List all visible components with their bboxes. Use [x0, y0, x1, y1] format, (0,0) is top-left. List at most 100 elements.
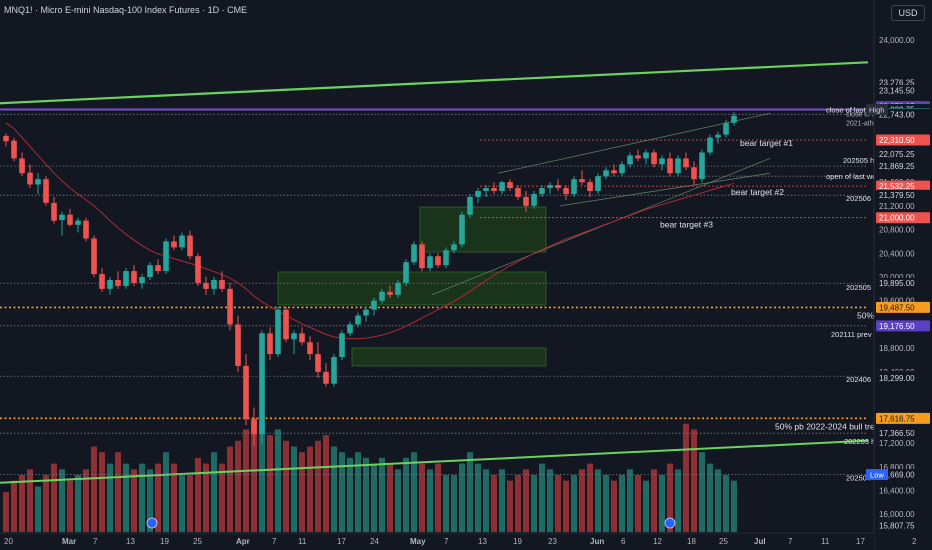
volume-bar: [99, 452, 105, 532]
volume-bar: [467, 452, 473, 532]
price-box-bg: [876, 427, 930, 439]
currency-button[interactable]: USD: [891, 5, 925, 21]
price-box: 22,075.25: [879, 150, 915, 159]
volume-bar: [363, 457, 369, 532]
price-box: 18,299.00: [879, 374, 915, 383]
price-box-bg: [876, 180, 930, 192]
volume-bar: [491, 475, 497, 532]
volume-bar: [699, 452, 705, 532]
volume-bar: [347, 457, 353, 532]
price-box: 21,869.25: [879, 162, 915, 171]
volume-bar: [691, 429, 697, 532]
volume-bar: [635, 475, 641, 532]
volume-bar: [723, 475, 729, 532]
candle-body: [427, 256, 433, 269]
price-box-bg: [876, 469, 930, 481]
volume-bar: [507, 480, 513, 532]
candle-body: [227, 288, 233, 325]
x-tick-label: 7: [788, 537, 793, 546]
candle-body: [115, 279, 121, 286]
candle-body: [491, 188, 497, 192]
x-tick-label: 23: [548, 537, 557, 546]
volume-bar: [19, 475, 25, 532]
volume-bar: [627, 469, 633, 532]
candle-body: [555, 185, 561, 189]
candle-body: [467, 196, 473, 215]
candle-body: [387, 291, 393, 295]
volume-bar: [459, 463, 465, 532]
volume-bar: [51, 463, 57, 532]
candle-body: [355, 315, 361, 325]
volume-bar: [331, 446, 337, 532]
volume-bar: [427, 469, 433, 532]
x-tick-label: 19: [513, 537, 522, 546]
volume-bar: [555, 475, 561, 532]
candle-body: [243, 365, 249, 420]
volume-bar: [499, 469, 505, 532]
volume-bar: [195, 457, 201, 532]
candle-body: [307, 342, 313, 355]
candle-body: [187, 235, 193, 257]
level-label: bear target #1: [740, 138, 793, 148]
price-box: 16,669.00: [879, 471, 915, 480]
volume-bar: [443, 475, 449, 532]
candle-body: [507, 182, 513, 189]
volume-bar: [619, 475, 625, 532]
moving-average-line: [5, 122, 735, 340]
price-box-bg: [876, 520, 930, 532]
volume-bar: [339, 452, 345, 532]
volume-bar: [43, 475, 49, 532]
upper-trend-line: [0, 61, 869, 105]
price-box: 23,145.50: [879, 86, 915, 95]
high-marker-bg: [866, 104, 888, 116]
low-marker-bg: [866, 469, 888, 481]
candle-body: [283, 309, 289, 340]
volume-bar: [67, 480, 73, 532]
price-box: 22,310.50: [879, 136, 915, 145]
candle-body: [539, 188, 545, 194]
volume-bar: [523, 469, 529, 532]
price-box: 21,379.50: [879, 191, 915, 200]
candle-body: [627, 155, 633, 165]
candle-body: [291, 333, 297, 340]
candle-body: [179, 235, 185, 248]
price-box-bg: [876, 372, 930, 384]
volume-bar: [659, 475, 665, 532]
volume-bar: [403, 457, 409, 532]
candle-body: [67, 214, 73, 225]
volume-bar: [683, 423, 689, 532]
candle-body: [531, 193, 537, 206]
candle-body: [547, 185, 553, 189]
volume-bar: [83, 469, 89, 532]
low-marker: Low: [870, 471, 884, 480]
x-tick-label: 18: [687, 537, 696, 546]
x-tick-label: 24: [370, 537, 379, 546]
price-box-bg: [876, 134, 930, 146]
price-box-bg: [876, 84, 930, 96]
volume-bar: [11, 480, 17, 532]
level-label: 202504 low: [846, 474, 885, 483]
volume-bar: [243, 429, 249, 532]
time-axis-background: [0, 533, 874, 550]
candle-body: [11, 140, 17, 159]
candle-body: [139, 277, 145, 283]
candle-body: [483, 188, 489, 192]
volume-bar: [259, 423, 265, 532]
candle-body: [459, 214, 465, 245]
volume-bar: [163, 452, 169, 532]
price-box: 21,532.25: [879, 182, 915, 191]
candle-body: [499, 182, 505, 192]
price-box-bg: [876, 212, 930, 224]
volume-bar: [539, 463, 545, 532]
x-tick-label: 17: [856, 537, 865, 546]
volume-bar: [563, 480, 569, 532]
candle-body: [691, 167, 697, 180]
y-tick-label: 20,400.00: [879, 249, 915, 258]
candle-body: [475, 191, 481, 197]
x-tick-label: 12: [653, 537, 662, 546]
candle-body: [683, 158, 689, 168]
candle-body: [611, 170, 617, 174]
volume-bar: [611, 480, 617, 532]
candle-body: [435, 256, 441, 266]
